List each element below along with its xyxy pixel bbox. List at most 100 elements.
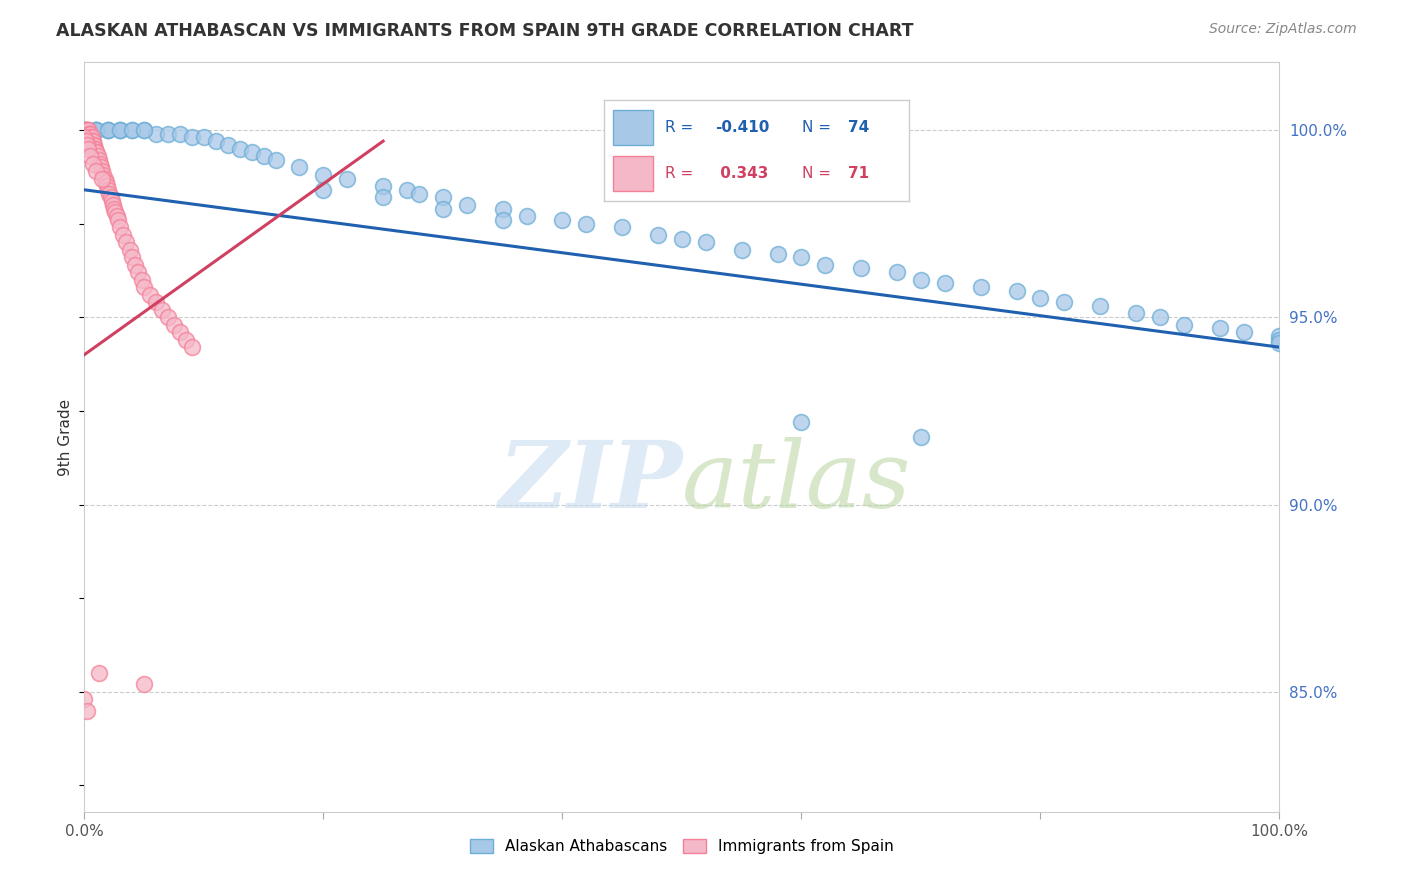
Point (82, 137, 104, 152)
Point (94, 175, 117, 189)
Point (1209, 321, 1232, 335)
Point (76, 137, 98, 152)
Point (101, 194, 124, 208)
Point (217, 137, 239, 152)
Point (86, 123, 108, 137)
Point (132, 280, 156, 294)
Point (1149, 310, 1171, 325)
Point (110, 123, 132, 137)
Point (1090, 299, 1112, 313)
Point (695, 235, 717, 250)
Point (1268, 333, 1291, 347)
Point (79, 149, 101, 163)
Point (132, 123, 156, 137)
Point (1268, 329, 1291, 343)
Point (80, 130, 103, 145)
Point (910, 430, 932, 444)
Point (101, 198, 124, 212)
Point (121, 123, 143, 137)
Point (87, 153, 110, 167)
Point (396, 183, 419, 197)
Point (193, 130, 215, 145)
Point (312, 168, 335, 182)
Point (127, 265, 149, 279)
Point (336, 171, 359, 186)
Legend: Alaskan Athabascans, Immigrants from Spain: Alaskan Athabascans, Immigrants from Spa… (464, 833, 900, 860)
Point (76, 123, 98, 137)
Point (110, 123, 132, 137)
Point (312, 183, 335, 197)
Point (766, 246, 789, 260)
Point (73, 692, 96, 706)
Point (93, 171, 115, 186)
Point (73, 123, 96, 137)
Point (731, 243, 754, 257)
Point (229, 142, 252, 156)
Point (1053, 295, 1076, 310)
Point (970, 280, 993, 294)
Point (121, 123, 143, 137)
Point (432, 202, 454, 216)
Point (86, 123, 108, 137)
Point (73, 130, 96, 145)
Point (73, 123, 96, 137)
Point (86, 164, 108, 178)
Point (1268, 336, 1291, 351)
Point (124, 258, 146, 272)
Point (75, 123, 97, 137)
Point (934, 277, 956, 291)
Point (83, 142, 105, 156)
Point (851, 261, 873, 276)
Point (169, 127, 191, 141)
Point (910, 273, 932, 287)
Point (886, 265, 908, 279)
Point (551, 212, 574, 227)
Point (86, 149, 108, 163)
Point (77, 123, 100, 137)
Point (89, 156, 111, 170)
Point (373, 190, 395, 204)
Text: ZIP: ZIP (498, 437, 682, 527)
Point (157, 127, 180, 141)
Point (110, 123, 132, 137)
Point (432, 190, 454, 204)
Y-axis label: 9th Grade: 9th Grade (58, 399, 73, 475)
Point (408, 186, 430, 201)
Point (132, 123, 156, 137)
Point (75, 134, 97, 148)
Point (790, 250, 813, 264)
Point (107, 212, 129, 227)
Point (181, 340, 204, 354)
Point (145, 127, 167, 141)
Point (104, 205, 127, 219)
Point (115, 235, 138, 250)
Point (240, 145, 263, 160)
Point (73, 123, 96, 137)
Point (84, 142, 107, 156)
Point (181, 130, 204, 145)
Point (76, 704, 98, 718)
Point (86, 123, 108, 137)
Point (76, 123, 98, 137)
Point (132, 677, 156, 691)
Point (139, 287, 162, 301)
Point (82, 156, 104, 170)
Point (111, 227, 134, 242)
Text: atlas: atlas (682, 437, 911, 527)
Point (86, 123, 108, 137)
Point (174, 333, 197, 347)
Point (93, 168, 115, 182)
Point (1029, 292, 1052, 306)
Point (80, 134, 103, 148)
Point (77, 127, 100, 141)
Point (91, 171, 114, 186)
Point (75, 123, 97, 137)
Point (150, 302, 173, 317)
Point (1173, 318, 1195, 332)
Point (118, 243, 141, 257)
Point (373, 179, 395, 194)
Point (77, 123, 100, 137)
Point (79, 127, 101, 141)
Point (492, 212, 515, 227)
Point (516, 209, 538, 223)
